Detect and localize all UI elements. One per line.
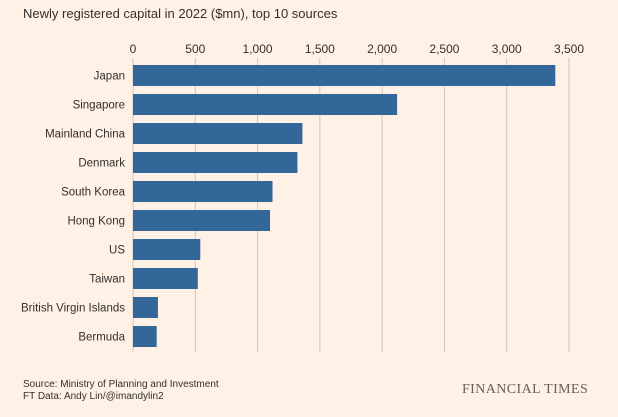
category-label: Mainland China: [45, 129, 126, 141]
x-tick-label: 3,000: [492, 42, 522, 56]
x-tick-label: 3,500: [554, 42, 584, 56]
x-tick-label: 500: [185, 42, 205, 56]
source-note: Source: Ministry of Planning and Investm…: [23, 379, 219, 403]
source-line: Source: Ministry of Planning and Investm…: [23, 379, 219, 390]
gridlines: [132, 58, 570, 352]
ft-logo-text: FINANCIAL TIMES: [462, 382, 589, 397]
bars: [133, 65, 556, 347]
bar: [133, 94, 398, 115]
category-label: Bermuda: [78, 332, 125, 344]
x-tick-label: 2,000: [367, 42, 397, 56]
x-tick-label: 1,500: [305, 42, 335, 56]
category-label: Singapore: [73, 100, 125, 112]
x-tick-label: 1,000: [243, 42, 273, 56]
category-label: Hong Kong: [67, 216, 125, 228]
bar: [133, 123, 303, 144]
bar: [133, 65, 556, 86]
category-label: Japan: [94, 71, 125, 83]
category-label: South Korea: [61, 187, 126, 199]
bar: [133, 152, 298, 173]
bar: [133, 239, 201, 260]
category-label: Taiwan: [89, 274, 125, 286]
credit-line: FT Data: Andy Lin/@imandylin2: [23, 391, 164, 402]
x-tick-labels: 0 500 1,000 1,500 2,000 2,500 3,000 3,500: [130, 42, 585, 56]
chart-title: Newly registered capital in 2022 ($mn), …: [23, 6, 338, 21]
category-label: British Virgin Islands: [21, 303, 125, 315]
bar: [133, 326, 157, 347]
category-label: US: [109, 245, 125, 257]
bar: [133, 297, 158, 318]
bar: [133, 210, 271, 231]
category-label: Denmark: [78, 158, 125, 170]
x-tick-label: 0: [130, 42, 137, 56]
bar: [133, 181, 273, 202]
category-labels: Japan Singapore Mainland China Denmark South…: [21, 71, 126, 344]
bar: [133, 268, 198, 289]
x-tick-label: 2,500: [429, 42, 459, 56]
